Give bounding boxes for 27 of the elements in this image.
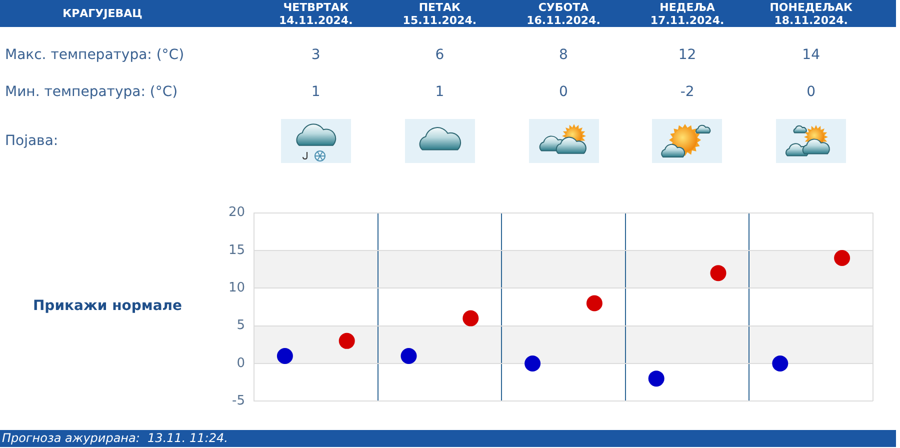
- text: НЕДЕЉА 17.11.2024.: [649, 1, 726, 27]
- data-label: 3: [311, 47, 320, 63]
- text: ПЕТАК 15.11.2024.: [402, 1, 478, 27]
- y-tick-label: 5: [236, 318, 245, 334]
- data-label: 1: [435, 84, 444, 100]
- data-label: 12: [678, 47, 696, 63]
- text: КРАГУЈЕВАЦ: [62, 7, 142, 20]
- data-label: 14: [802, 47, 820, 63]
- data-label: 0: [559, 84, 568, 100]
- text: ЧЕТВРТАК 14.11.2024.: [278, 1, 354, 27]
- data-label: 8: [559, 47, 568, 63]
- text: Прогноза ажурирана: 13.11. 11:24.: [2, 431, 228, 445]
- data-label: -2: [680, 84, 694, 100]
- text: Прикажи нормале: [32, 298, 182, 314]
- y-tick-label: 20: [228, 205, 245, 220]
- text: СУБОТА 16.11.2024.: [526, 1, 602, 27]
- text: ПОНЕДЕЉАК 18.11.2024.: [768, 1, 854, 27]
- y-tick-label: 10: [228, 280, 245, 296]
- data-label: 6: [435, 47, 444, 63]
- data-label: 1: [311, 84, 320, 100]
- y-tick-label: 15: [228, 242, 245, 258]
- text: Мин. температура: (°C): [5, 84, 178, 100]
- text: Макс. температура: (°C): [5, 47, 184, 63]
- text: Појава:: [5, 133, 58, 149]
- y-tick-label: -5: [232, 394, 245, 409]
- y-tick-label: 0: [236, 356, 245, 371]
- data-label: 0: [806, 84, 816, 100]
